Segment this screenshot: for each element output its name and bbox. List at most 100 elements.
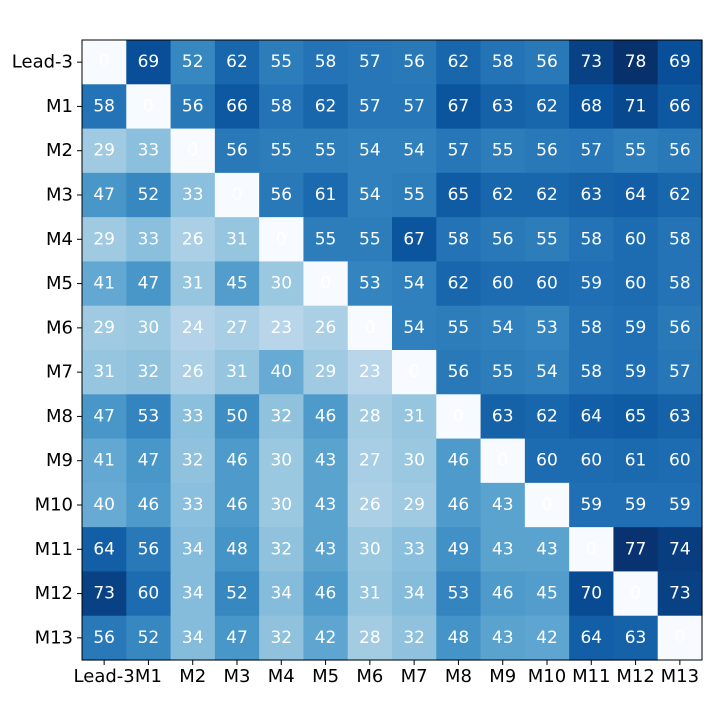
cell-value-label: 46 [315, 406, 337, 426]
cell-value-label: 34 [182, 584, 204, 604]
cell-value-label: 43 [315, 451, 337, 471]
heatmap-cell-M9-M8 [436, 438, 482, 484]
cell-value-label: 46 [315, 584, 337, 604]
y-tick-label: M1 [46, 96, 73, 117]
cell-value-label: 46 [226, 451, 248, 471]
cell-value-label: 55 [315, 229, 337, 249]
heatmap-cell-M9-M2 [170, 438, 216, 484]
heatmap-cell-M8-M12 [613, 394, 659, 440]
cell-value-label: 61 [315, 185, 337, 205]
cell-value-label: 46 [226, 495, 248, 515]
heatmap-cell-M2-M5 [303, 128, 349, 174]
heatmap-cell-M10-M9 [480, 482, 526, 528]
heatmap-cell-M3-M1 [126, 172, 172, 218]
cell-value-label: 58 [580, 362, 602, 382]
cell-value-label: 34 [182, 539, 204, 559]
y-tick-label: M9 [46, 450, 73, 471]
heatmap-cell-M4-M2 [170, 217, 216, 263]
heatmap-cell-M12-M12 [613, 571, 659, 617]
heatmap-cell-M9-M12 [613, 438, 659, 484]
cell-value-label: 53 [536, 318, 558, 338]
cell-value-label: 30 [270, 451, 292, 471]
cell-value-label: 63 [580, 185, 602, 205]
cell-value-label: 0 [364, 318, 375, 338]
heatmap-cell-M5-M12 [613, 261, 659, 307]
heatmap-cell-M12-Lead-3 [82, 571, 127, 617]
heatmap-cell-Lead-3-Lead-3 [82, 40, 127, 85]
cell-value-label: 73 [669, 584, 691, 604]
cell-value-label: 55 [492, 362, 514, 382]
heatmap-cell-M13-M9 [480, 615, 526, 661]
cell-value-label: 47 [93, 406, 115, 426]
cell-value-label: 27 [359, 451, 381, 471]
heatmap-cell-M4-Lead-3 [82, 217, 127, 263]
heatmap-cell-M9-M9 [480, 438, 526, 484]
cell-value-label: 23 [270, 318, 292, 338]
heatmap-cell-M12-M2 [170, 571, 216, 617]
y-tick-label: M3 [46, 185, 73, 206]
cell-value-label: 31 [403, 406, 425, 426]
heatmap-cell-M7-M13 [657, 350, 703, 395]
cell-value-label: 57 [580, 141, 602, 161]
cell-value-label: 52 [226, 584, 248, 604]
cell-value-label: 47 [226, 628, 248, 648]
cell-value-label: 53 [138, 406, 160, 426]
cell-value-label: 33 [138, 141, 160, 161]
cell-value-label: 30 [359, 539, 381, 559]
cell-value-label: 32 [182, 451, 204, 471]
cell-value-label: 55 [448, 318, 470, 338]
heatmap-cell-M13-M12 [613, 615, 659, 661]
cell-value-label: 47 [138, 274, 160, 294]
cell-value-label: 59 [580, 495, 602, 515]
heatmap-cell-M2-M3 [214, 128, 260, 174]
heatmap-cell-M4-M9 [480, 217, 526, 263]
heatmap-cell-Lead-3-M9 [480, 40, 526, 85]
cell-value-label: 56 [536, 52, 558, 72]
y-tick-label: M12 [35, 583, 73, 604]
heatmap-cell-M6-M12 [613, 305, 659, 351]
cell-value-label: 77 [625, 539, 647, 559]
heatmap-cell-M10-M5 [303, 482, 349, 528]
heatmap-cell-M12-M7 [392, 571, 437, 617]
y-tick-label: M2 [46, 140, 73, 161]
heatmap-cell-M3-M4 [259, 172, 305, 218]
cell-value-label: 70 [580, 584, 602, 604]
heatmap-cell-M8-M7 [392, 394, 437, 440]
cell-value-label: 45 [536, 584, 558, 604]
cell-value-label: 31 [93, 362, 115, 382]
plot-frame [81, 39, 703, 661]
cell-value-label: 40 [93, 495, 115, 515]
cell-value-label: 74 [669, 539, 691, 559]
cell-value-label: 29 [93, 229, 115, 249]
heatmap-cell-M11-M10 [524, 527, 570, 573]
heatmap-cell-M7-M2 [170, 350, 216, 395]
cell-value-label: 0 [453, 406, 464, 426]
heatmap-cell-M11-M2 [170, 527, 216, 573]
heatmap-cell-M6-M11 [569, 305, 615, 351]
heatmap-cell-M3-M10 [524, 172, 570, 218]
heatmap-cell-M9-M11 [569, 438, 615, 484]
heatmap-cell-M10-M3 [214, 482, 260, 528]
cell-value-label: 31 [226, 362, 248, 382]
x-tick-label: M10 [528, 666, 566, 687]
cell-value-label: 46 [492, 584, 514, 604]
x-axis-ticks: Lead-3 M1 M2 M3 M4 M5 M6 M7 M8 M9 M10 M11 M12 M13 [74, 660, 699, 687]
x-tick-label: M1 [135, 666, 162, 687]
cell-value-label: 43 [492, 539, 514, 559]
heatmap-cell-M1-M4 [259, 84, 305, 130]
cell-value-label: 31 [182, 274, 204, 294]
cell-value-label: 0 [630, 584, 641, 604]
cell-value-label: 55 [270, 52, 292, 72]
cell-value-label: 26 [182, 362, 204, 382]
x-tick-label: M9 [489, 666, 516, 687]
y-axis-ticks: Lead-3 M1 M2 M3 M4 M5 M6 M7 M8 M9 M10 M11 M12 M13 [12, 52, 82, 648]
heatmap-cell-M2-M7 [392, 128, 437, 174]
heatmap-cell-M5-M10 [524, 261, 570, 307]
cell-value-label: 29 [315, 362, 337, 382]
cell-value-label: 30 [270, 274, 292, 294]
x-tick-label: M5 [312, 666, 339, 687]
cell-value-label: 53 [359, 274, 381, 294]
cell-value-label: 57 [359, 52, 381, 72]
heatmap-cell-M12-M10 [524, 571, 570, 617]
cell-value-label: 47 [93, 185, 115, 205]
